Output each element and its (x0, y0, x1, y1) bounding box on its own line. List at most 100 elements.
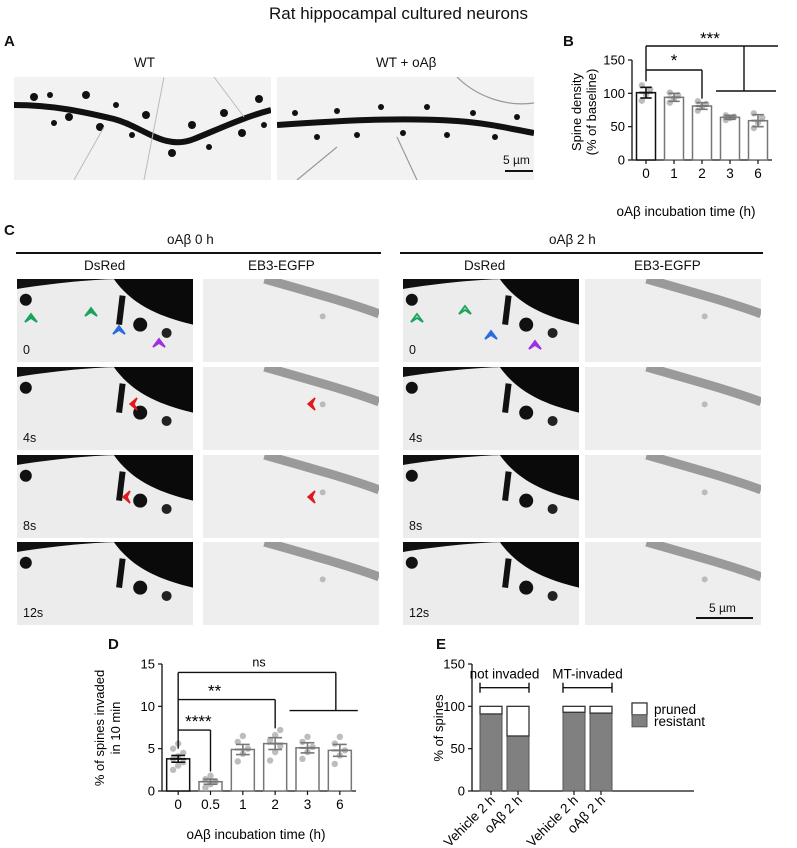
dendrite-shape (113, 542, 193, 588)
data-point (207, 772, 214, 779)
data-point (331, 740, 338, 747)
bar-pruned (562, 705, 586, 713)
data-point (299, 755, 306, 763)
eb3-puncta (319, 489, 326, 496)
arrow-red-icon (306, 397, 316, 411)
data-point (202, 784, 209, 791)
arrow-red-icon (121, 490, 131, 504)
group-label-not-invaded: not invaded (470, 667, 540, 682)
bar (691, 105, 713, 161)
micrograph-wt (14, 77, 271, 180)
frame-image (645, 542, 761, 583)
eb3-dendrite (263, 455, 379, 495)
time-label: 8s (23, 519, 37, 533)
y-tick-label: 150 (603, 53, 625, 68)
eb3-puncta (701, 401, 708, 408)
frame-image (263, 542, 379, 583)
group-label-0h: oAβ 0 h (167, 232, 214, 247)
sig-label: ** (208, 682, 222, 701)
chevron-green-icon (84, 306, 98, 317)
data-point (638, 97, 646, 104)
chart-b: Spine density (% of baseline) 0 50 100 150 0… (569, 30, 778, 219)
chevron-blue-icon (112, 324, 126, 335)
frame-eb3-0h-0 (203, 279, 379, 362)
y-tick-label: 5 (148, 741, 155, 756)
data-point (271, 748, 279, 756)
data-point (277, 726, 284, 734)
arrow-red-icon (306, 490, 316, 504)
spine-shape (502, 471, 512, 502)
panel-label-d: D (108, 636, 119, 653)
sig-label: * (671, 51, 678, 70)
spine-head (405, 381, 418, 394)
x-tick-label: 0.5 (201, 797, 220, 812)
bar (663, 96, 685, 161)
spine-head (405, 469, 418, 482)
dendrite-shape-top (403, 542, 509, 552)
bar-resistant (479, 713, 503, 792)
chevron-green-outline-icon (458, 304, 472, 315)
dendrite-shape-top (403, 367, 509, 377)
data-point (271, 731, 279, 739)
time-label: 4s (409, 431, 423, 445)
scale-bar-a-label: 5 µm (503, 153, 530, 167)
spine-shape (502, 558, 512, 589)
spine-head (519, 317, 534, 332)
frame-dsred-2h-0: 0 (403, 279, 579, 362)
x-tick-label: 1 (670, 166, 678, 181)
dendrite-shape (113, 367, 193, 413)
panel-label-e: E (436, 636, 447, 653)
x-tick-label: 0 (174, 797, 182, 812)
frame-eb3-2h-2 (585, 455, 761, 538)
frame-image (263, 279, 379, 320)
dendrite-shape (113, 279, 193, 325)
chevron-green-icon (24, 312, 38, 323)
chart-d-ylabel-line1: % of spines invaded (92, 670, 107, 786)
spine-head (161, 327, 172, 338)
eb3-puncta (701, 489, 708, 496)
time-label: 8s (409, 519, 423, 533)
spine-head (19, 381, 32, 394)
col-label-dsred-2h: DsRed (464, 258, 506, 273)
y-tick-label: 0 (618, 153, 625, 168)
spine-shape (116, 471, 126, 502)
group-line-2h (400, 252, 763, 254)
sig-label: *** (700, 30, 720, 48)
data-point (336, 733, 344, 741)
data-point (266, 737, 274, 744)
dendrite-shape-top (17, 542, 123, 552)
spine-shape (116, 558, 126, 589)
data-point (169, 766, 177, 774)
data-point (331, 760, 338, 768)
time-label: 0 (409, 343, 416, 357)
eb3-dendrite (263, 279, 379, 319)
frame-eb3-0h-3 (203, 542, 379, 625)
spine-head (19, 293, 32, 306)
chart-d: % of spines invaded in 10 min 0 5 10 15 0 0.5… (92, 655, 358, 842)
frame-dsred-2h-2: 8s (403, 455, 579, 538)
x-tick-label: 1 (239, 797, 247, 812)
chart-b-xlabel: oAβ incubation time (h) (616, 204, 755, 219)
dendrite-shape (113, 455, 193, 501)
x-tick-label: 6 (336, 797, 344, 812)
group-line-0h (16, 252, 381, 254)
y-tick-label: 50 (611, 119, 625, 134)
spine-head (133, 317, 148, 332)
spine-shape (116, 383, 126, 414)
data-point (299, 738, 306, 746)
x-tick-label: 2 (698, 166, 706, 181)
x-tick-label: 2 (271, 797, 279, 812)
frame-image (645, 455, 761, 496)
eb3-dendrite (263, 367, 379, 407)
data-point (234, 758, 241, 765)
frame-image (645, 279, 761, 320)
arrow-red-icon (128, 397, 138, 411)
bar-resistant (589, 712, 613, 792)
dendrite-shape (499, 279, 579, 325)
data-point (694, 98, 702, 105)
spine-shape (116, 295, 126, 326)
time-label: 4s (23, 431, 37, 445)
dendrite-shape (499, 367, 579, 413)
group-label-mt-invaded: MT-invaded (552, 667, 623, 682)
col-label-dsred-0h: DsRed (84, 258, 126, 273)
